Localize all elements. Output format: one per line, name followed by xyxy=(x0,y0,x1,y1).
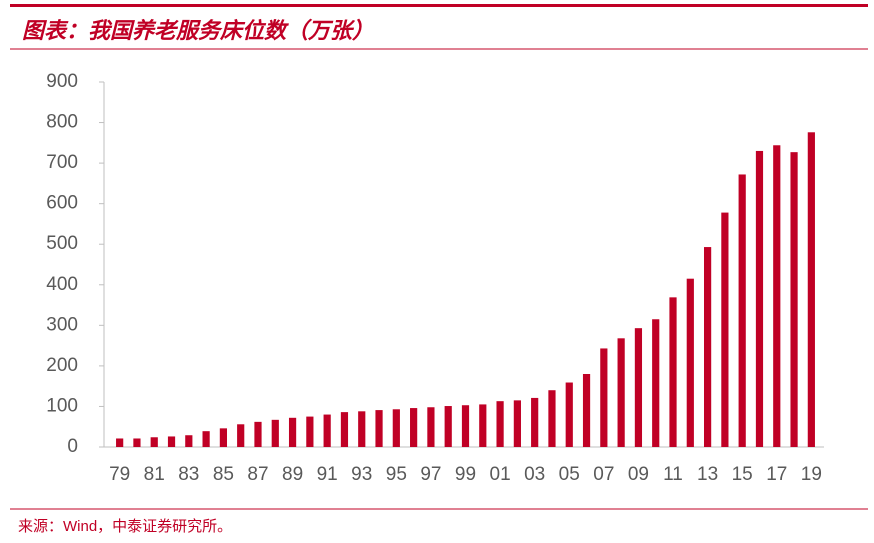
bar xyxy=(703,247,712,447)
bar xyxy=(548,390,556,447)
bar xyxy=(513,400,521,447)
x-tick-label: 05 xyxy=(559,464,580,485)
x-tick-label: 97 xyxy=(420,464,441,485)
bar xyxy=(150,437,158,447)
y-tick-label: 300 xyxy=(46,314,78,335)
bar xyxy=(790,152,798,447)
bar xyxy=(133,438,141,447)
y-tick-label: 400 xyxy=(46,274,78,295)
bar xyxy=(254,421,262,447)
bar xyxy=(721,212,729,447)
top-rule xyxy=(10,4,868,7)
bar xyxy=(358,411,366,447)
x-tick-label: 91 xyxy=(317,464,338,485)
bar xyxy=(686,278,694,447)
bar xyxy=(392,409,400,447)
bar xyxy=(565,382,573,447)
bar xyxy=(340,412,349,447)
bar xyxy=(600,348,608,447)
bar xyxy=(738,174,746,447)
x-tick-label: 11 xyxy=(663,464,683,485)
y-tick-label: 800 xyxy=(46,112,78,133)
x-tick-label: 15 xyxy=(732,464,753,485)
x-tick-label: 99 xyxy=(455,464,476,485)
x-tick-label: 01 xyxy=(490,464,511,485)
y-tick-label: 0 xyxy=(67,436,78,457)
bar xyxy=(323,414,331,447)
bar xyxy=(773,145,781,447)
x-tick-label: 83 xyxy=(178,464,199,485)
bar xyxy=(427,407,435,447)
y-tick-label: 900 xyxy=(46,71,78,92)
bar xyxy=(271,419,279,447)
bar xyxy=(237,424,245,447)
bar xyxy=(807,132,815,448)
x-tick-label: 13 xyxy=(697,464,718,485)
x-tick-label: 87 xyxy=(247,464,268,485)
x-tick-label: 89 xyxy=(282,464,303,485)
x-tick-label: 07 xyxy=(593,464,614,485)
bar xyxy=(652,319,660,447)
bar xyxy=(531,397,539,447)
source: 来源：Wind，中泰证券研究所。 xyxy=(18,518,232,535)
x-tick-label: 79 xyxy=(109,464,130,485)
y-tick-label: 200 xyxy=(46,355,78,376)
bar xyxy=(410,408,418,447)
bar xyxy=(219,428,228,447)
bar xyxy=(617,338,625,447)
bar xyxy=(461,405,470,447)
bar xyxy=(288,417,297,447)
x-tick-label: 85 xyxy=(213,464,234,485)
x-tick-label: 93 xyxy=(351,464,372,485)
x-tick-label: 95 xyxy=(386,464,407,485)
x-tick-label: 03 xyxy=(524,464,545,485)
bar xyxy=(496,401,504,447)
y-tick-label: 100 xyxy=(46,395,78,416)
bar xyxy=(202,431,210,447)
bar xyxy=(444,406,452,447)
y-tick-label: 500 xyxy=(46,233,78,254)
bar xyxy=(755,150,764,447)
bar xyxy=(479,404,487,447)
bar xyxy=(306,416,314,447)
bar xyxy=(116,438,124,447)
x-tick-label: 81 xyxy=(144,464,165,485)
bar xyxy=(375,410,383,447)
y-tick-label: 700 xyxy=(46,152,78,173)
bar xyxy=(185,435,193,447)
bar xyxy=(669,297,677,447)
x-tick-label: 17 xyxy=(766,464,787,485)
bar xyxy=(582,374,591,447)
bar xyxy=(167,436,176,447)
x-tick-label: 19 xyxy=(801,464,822,485)
y-tick-label: 600 xyxy=(46,193,78,214)
chart-title: 图表：我国养老服务床位数（万张） xyxy=(22,18,374,43)
bar xyxy=(634,328,643,447)
x-tick-label: 09 xyxy=(628,464,649,485)
